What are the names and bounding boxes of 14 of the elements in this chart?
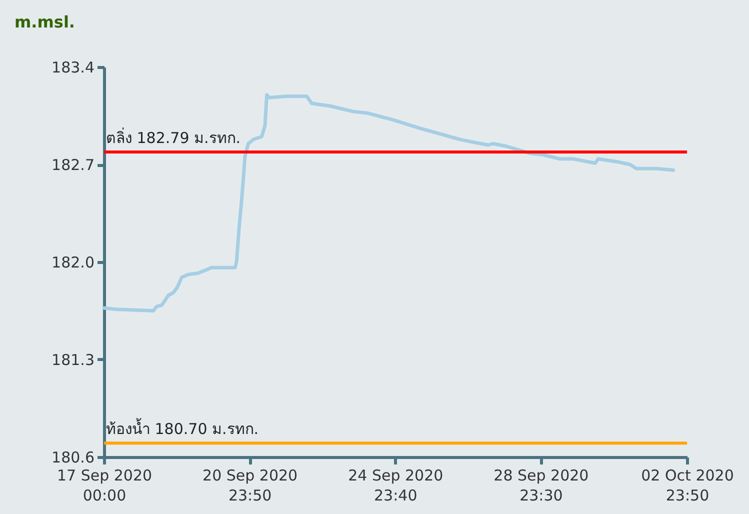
x-tick-label: 24 Sep 2020 23:40 — [348, 466, 444, 504]
x-tick-label: 02 Oct 2020 23:50 — [641, 466, 734, 504]
x-tick-label: 17 Sep 2020 00:00 — [56, 466, 152, 504]
ref-line-label: ตลิ่ง 182.79 ม.รทก. — [106, 126, 241, 147]
y-tick-label: 182.0 — [52, 254, 94, 272]
y-axis-title: m.msl. — [14, 12, 76, 32]
x-tick-label: 28 Sep 2020 23:30 — [494, 466, 589, 504]
line-series — [102, 93, 676, 312]
y-tick-label: 182.7 — [52, 156, 94, 174]
x-tick-label: 20 Sep 2020 23:50 — [202, 466, 298, 504]
y-tick-label: 181.3 — [52, 351, 94, 369]
ref-line-label: ท้องน้ำ 180.70 ม.รทก. — [106, 418, 259, 438]
y-tick-label: 183.4 — [52, 58, 94, 76]
y-tick-label: 180.6 — [52, 448, 94, 466]
